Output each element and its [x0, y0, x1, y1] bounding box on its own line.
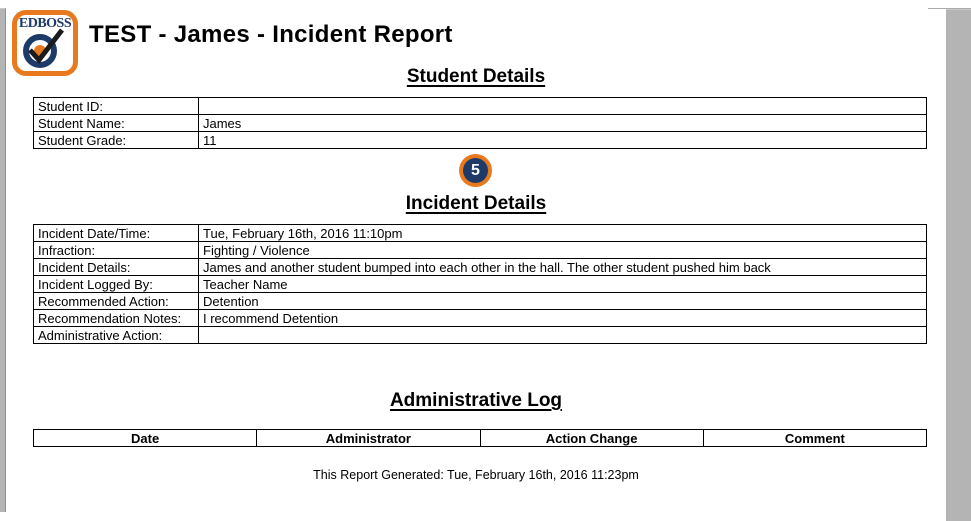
page-title: TEST - James - Incident Report: [89, 21, 453, 48]
table-row: Student Name: James: [33, 114, 927, 132]
edboss-logo-text: EDBOSS: [18, 16, 72, 31]
administrative-log-heading: Administrative Log: [389, 390, 563, 411]
table-row: Incident Date/Time: Tue, February 16th, …: [33, 224, 927, 242]
table-row: Recommendation Notes: I recommend Detent…: [33, 309, 927, 327]
row-label: Recommendation Notes:: [33, 309, 199, 327]
row-value: Detention: [198, 292, 927, 310]
checkmark-bullseye-icon: [23, 28, 64, 68]
row-label: Student ID:: [33, 97, 199, 115]
table-row: Incident Details: James and another stud…: [33, 258, 927, 276]
table-header-row: Date Administrator Action Change Comment: [32, 429, 928, 447]
incident-details-heading: Incident Details: [405, 193, 547, 214]
row-label: Recommended Action:: [33, 292, 199, 310]
viewer-right-margin: [946, 9, 971, 521]
row-label: Incident Details:: [33, 258, 199, 276]
table-row: Recommended Action: Detention: [33, 292, 927, 310]
incident-count-badge: 5: [459, 154, 492, 187]
student-details-table: Student ID: Student Name: James Student …: [33, 97, 927, 149]
row-label: Administrative Action:: [33, 326, 199, 344]
table-row: Infraction: Fighting / Violence: [33, 241, 927, 259]
viewer-left-margin: [0, 8, 6, 512]
incident-count-value: 5: [463, 158, 488, 183]
table-row: Incident Logged By: Teacher Name: [33, 275, 927, 293]
row-label: Incident Date/Time:: [33, 224, 199, 242]
row-value: James and another student bumped into ea…: [198, 258, 927, 276]
row-value: Tue, February 16th, 2016 11:10pm: [198, 224, 927, 242]
column-header-administrator: Administrator: [256, 429, 481, 447]
table-row: Student ID:: [33, 97, 927, 115]
column-header-comment: Comment: [702, 429, 928, 447]
viewer-top-divider: [928, 8, 971, 9]
row-value: James: [198, 114, 927, 132]
administrative-log-table: Date Administrator Action Change Comment: [32, 429, 928, 447]
column-header-action-change: Action Change: [479, 429, 704, 447]
edboss-logo: EDBOSS: [12, 10, 78, 76]
row-label: Incident Logged By:: [33, 275, 199, 293]
row-value: I recommend Detention: [198, 309, 927, 327]
row-label: Student Grade:: [33, 131, 199, 149]
table-row: Administrative Action:: [33, 326, 927, 344]
row-label: Student Name:: [33, 114, 199, 132]
student-details-heading: Student Details: [406, 66, 546, 87]
row-value: [198, 97, 927, 115]
column-header-date: Date: [32, 429, 258, 447]
row-value: 11: [198, 131, 927, 149]
report-generated-text: This Report Generated: Tue, February 16t…: [313, 468, 639, 482]
row-value: [198, 326, 927, 344]
row-label: Infraction:: [33, 241, 199, 259]
table-row: Student Grade: 11: [33, 131, 927, 149]
incident-details-table: Incident Date/Time: Tue, February 16th, …: [33, 224, 927, 344]
row-value: Fighting / Violence: [198, 241, 927, 259]
row-value: Teacher Name: [198, 275, 927, 293]
